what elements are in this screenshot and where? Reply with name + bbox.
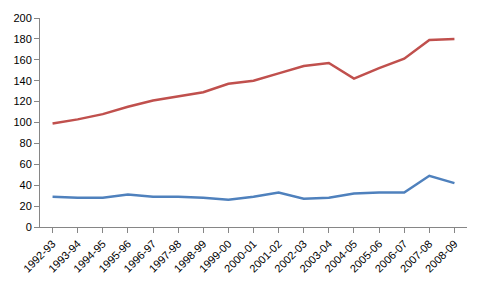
- svg-text:180: 180: [13, 33, 31, 45]
- svg-text:1995-96: 1995-96: [96, 238, 133, 275]
- svg-text:20: 20: [20, 200, 32, 212]
- svg-text:1996-97: 1996-97: [121, 238, 158, 275]
- svg-text:2002-03: 2002-03: [272, 238, 309, 275]
- svg-text:1999-00: 1999-00: [197, 238, 234, 275]
- svg-text:2005-06: 2005-06: [347, 238, 384, 275]
- svg-text:100: 100: [13, 116, 31, 128]
- svg-text:60: 60: [20, 158, 32, 170]
- svg-text:160: 160: [13, 54, 31, 66]
- svg-text:200: 200: [13, 12, 31, 24]
- svg-text:2004-05: 2004-05: [322, 238, 359, 275]
- svg-text:40: 40: [20, 179, 32, 191]
- svg-text:80: 80: [20, 137, 32, 149]
- svg-text:2003-04: 2003-04: [297, 238, 334, 275]
- svg-text:2008-09: 2008-09: [423, 238, 460, 275]
- svg-text:120: 120: [13, 95, 31, 107]
- svg-text:1993-94: 1993-94: [46, 238, 83, 275]
- svg-text:1994-95: 1994-95: [71, 238, 108, 275]
- svg-text:1998-99: 1998-99: [172, 238, 209, 275]
- svg-text:2006-07: 2006-07: [372, 238, 409, 275]
- svg-text:1992-93: 1992-93: [21, 238, 58, 275]
- svg-text:0: 0: [26, 221, 32, 233]
- svg-text:140: 140: [13, 75, 31, 87]
- svg-text:2000-01: 2000-01: [222, 238, 259, 275]
- svg-text:1997-98: 1997-98: [146, 238, 183, 275]
- svg-text:2007-08: 2007-08: [398, 238, 435, 275]
- svg-text:2001-02: 2001-02: [247, 238, 284, 275]
